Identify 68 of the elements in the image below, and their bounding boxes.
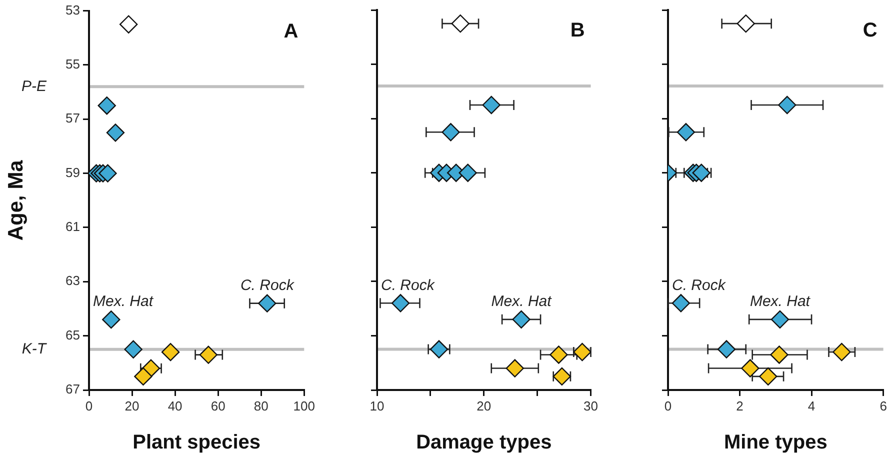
point — [778, 96, 796, 114]
point — [512, 310, 530, 329]
x-tick-label: 20 — [476, 398, 492, 414]
point — [98, 96, 116, 115]
x-tick-label: 0 — [664, 398, 672, 414]
annotation: C. Rock — [381, 276, 436, 294]
x-axis-title: Plant species — [132, 432, 260, 454]
point — [672, 294, 690, 312]
x-tick-label: 0 — [85, 398, 93, 414]
point — [102, 310, 120, 329]
point — [106, 124, 125, 142]
point — [550, 346, 568, 364]
x-tick-label: 2 — [736, 398, 744, 414]
point — [770, 310, 790, 329]
point — [741, 359, 760, 378]
point — [573, 342, 591, 362]
x-tick-label: 30 — [584, 398, 598, 414]
point — [552, 367, 572, 386]
y-axis-title: Age, Ma — [4, 160, 28, 241]
y-tick-label: 67 — [66, 382, 80, 397]
x-tick-label: 100 — [293, 398, 316, 414]
point — [430, 340, 448, 358]
point — [717, 340, 736, 358]
point — [124, 340, 142, 358]
annotation: Mex. Hat — [93, 293, 154, 310]
annotation: Mex. Hat — [491, 293, 552, 310]
point — [134, 367, 152, 386]
x-tick-label: 40 — [168, 398, 182, 414]
y-tick-label: 55 — [66, 56, 80, 72]
point — [98, 164, 117, 182]
x-axis-title: Mine types — [724, 432, 828, 454]
x-tick-label: 80 — [254, 398, 268, 414]
point — [451, 14, 470, 33]
point — [458, 164, 477, 182]
x-tick-label: 10 — [370, 398, 384, 414]
point — [676, 123, 696, 142]
point — [161, 342, 180, 362]
point — [482, 96, 500, 114]
annotation: C. Rock — [672, 276, 727, 294]
y-tick-label: 65 — [66, 327, 80, 342]
point — [258, 294, 276, 312]
y-tick-label: 61 — [66, 219, 80, 234]
point — [832, 342, 851, 362]
x-tick-label: 6 — [880, 398, 887, 414]
annotation: A — [284, 20, 298, 42]
annotation: C — [862, 20, 878, 42]
point — [506, 359, 524, 378]
y-tick-label: 63 — [66, 273, 80, 288]
point — [119, 15, 138, 34]
ref-line-label: K-T — [22, 340, 48, 358]
y-tick-label: 53 — [66, 2, 80, 18]
point — [759, 367, 778, 386]
annotation: C. Rock — [240, 277, 296, 294]
annotation: Mex. Hat — [750, 293, 811, 310]
x-axis-title: Damage types — [416, 432, 552, 454]
x-tick-label: 4 — [808, 398, 816, 414]
point — [736, 14, 755, 33]
point — [692, 164, 710, 182]
point — [770, 346, 788, 364]
y-tick-label: 57 — [66, 110, 80, 126]
x-tick-label: 60 — [210, 398, 226, 414]
y-tick-label: 59 — [66, 164, 80, 180]
ref-line-label: P-E — [21, 78, 48, 95]
x-tick-label: 20 — [124, 398, 140, 414]
point — [199, 346, 218, 364]
point — [442, 123, 460, 142]
annotation: B — [570, 20, 585, 42]
point — [391, 294, 410, 312]
